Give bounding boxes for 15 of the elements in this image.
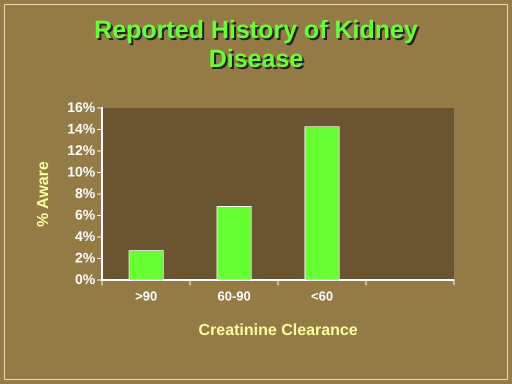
x-axis-title: Creatinine Clearance (198, 322, 358, 339)
y-tick-label: 6% (74, 206, 96, 222)
y-tick-label: 12% (67, 142, 96, 158)
chart-title: Reported History of Kidney Disease (93, 16, 419, 74)
y-tick-label: 16% (67, 98, 96, 115)
x-tick-label: 60-90 (218, 288, 251, 304)
y-tick-label: 8% (74, 184, 96, 201)
y-axis-title: % Aware (35, 161, 52, 228)
y-tick-label: 4% (74, 228, 96, 244)
x-tick-label: >90 (135, 288, 158, 304)
y-tick-label: 14% (67, 120, 96, 136)
y-tick-label: 0% (74, 271, 96, 288)
x-tick-label: <60 (311, 288, 334, 304)
y-tick-label: 10% (67, 163, 96, 180)
y-tick-label: 2% (74, 250, 96, 266)
